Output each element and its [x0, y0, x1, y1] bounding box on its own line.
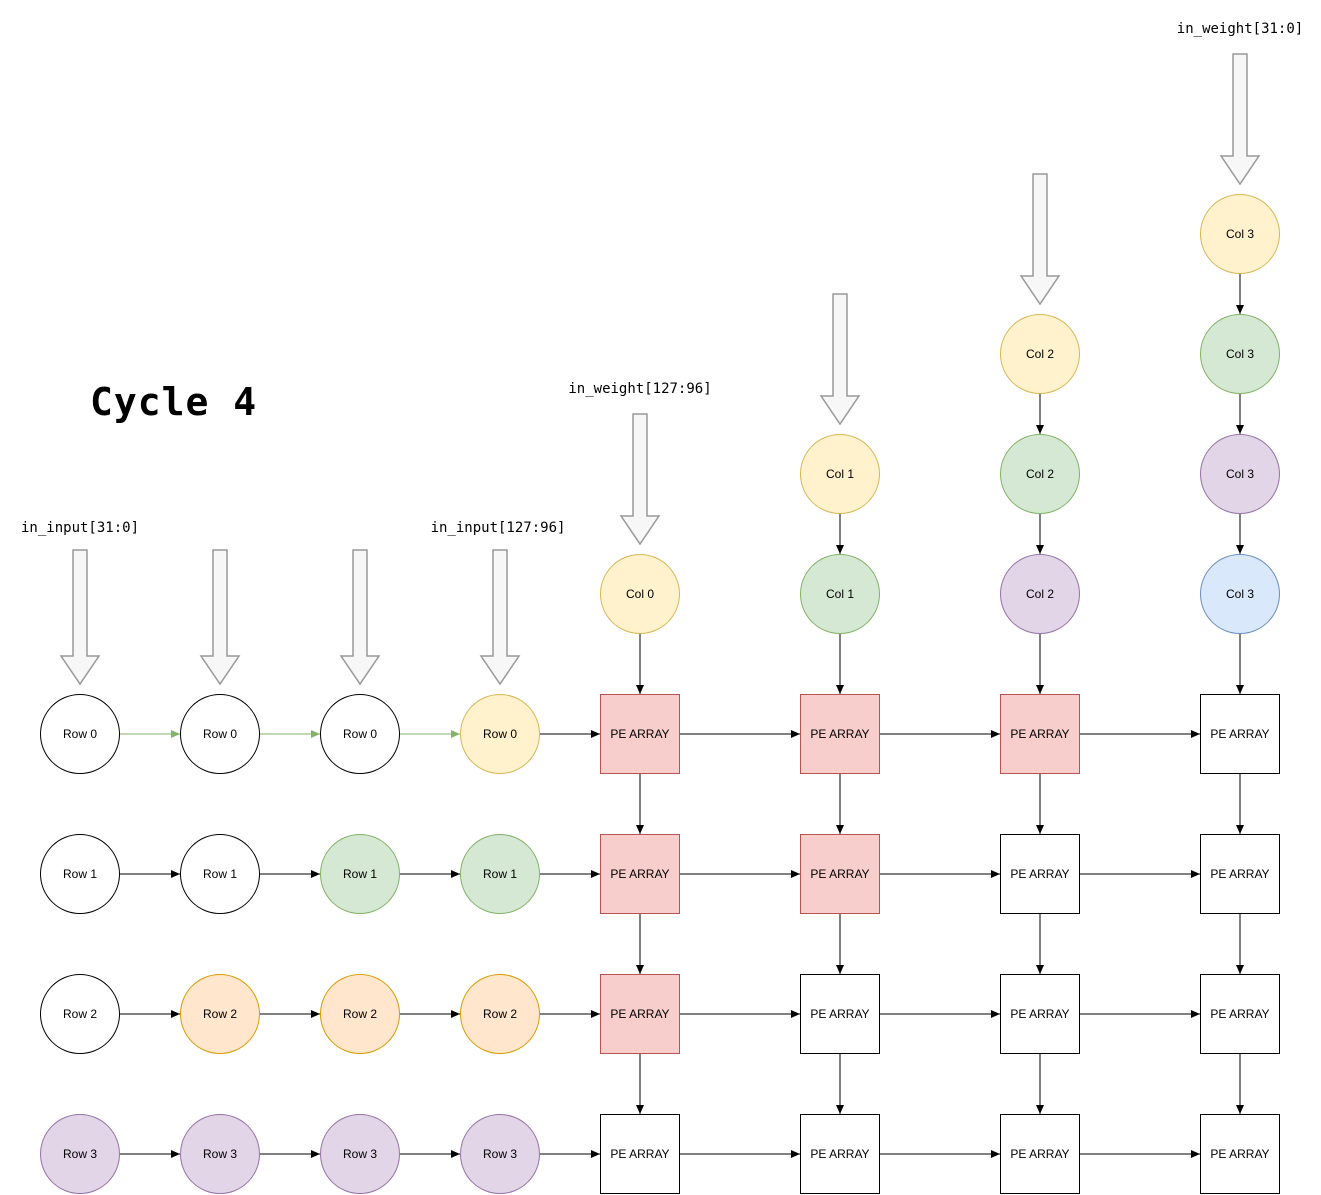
label-in-input-31-0: in_input[31:0] — [20, 520, 140, 536]
pe-array-r2-c0: PE ARRAY — [600, 974, 680, 1054]
weight-col-3-stage-0: Col 3 — [1200, 194, 1280, 274]
input-row-2-stage-0: Row 2 — [40, 974, 120, 1054]
pe-array-r2-c1: PE ARRAY — [800, 974, 880, 1054]
in-input-big-arrow-2 — [339, 549, 381, 686]
in-weight-big-arrow-3 — [1219, 53, 1261, 186]
input-row-3-stage-3: Row 3 — [460, 1114, 540, 1194]
pe-array-r0-c0: PE ARRAY — [600, 694, 680, 774]
input-row-0-stage-0: Row 0 — [40, 694, 120, 774]
in-weight-big-arrow-0 — [619, 413, 661, 546]
input-row-3-stage-0: Row 3 — [40, 1114, 120, 1194]
input-row-0-stage-2: Row 0 — [320, 694, 400, 774]
input-row-1-stage-0: Row 1 — [40, 834, 120, 914]
pe-array-r0-c2: PE ARRAY — [1000, 694, 1080, 774]
weight-col-3-stage-3: Col 3 — [1200, 554, 1280, 634]
in-input-big-arrow-3 — [479, 549, 521, 686]
pe-array-r0-c1: PE ARRAY — [800, 694, 880, 774]
label-in-input-127-96: in_input[127:96] — [430, 520, 566, 536]
pe-array-r1-c0: PE ARRAY — [600, 834, 680, 914]
pe-array-r3-c1: PE ARRAY — [800, 1114, 880, 1194]
pe-array-r3-c2: PE ARRAY — [1000, 1114, 1080, 1194]
pe-array-r1-c1: PE ARRAY — [800, 834, 880, 914]
label-in-weight-31-0: in_weight[31:0] — [1176, 21, 1304, 37]
pe-array-r3-c3: PE ARRAY — [1200, 1114, 1280, 1194]
weight-col-2-stage-0: Col 2 — [1000, 314, 1080, 394]
pe-array-r2-c3: PE ARRAY — [1200, 974, 1280, 1054]
input-row-2-stage-2: Row 2 — [320, 974, 400, 1054]
pe-array-r2-c2: PE ARRAY — [1000, 974, 1080, 1054]
label-in-weight-127-96: in_weight[127:96] — [568, 381, 712, 397]
pe-array-r1-c3: PE ARRAY — [1200, 834, 1280, 914]
in-input-big-arrow-1 — [199, 549, 241, 686]
input-row-0-stage-1: Row 0 — [180, 694, 260, 774]
weight-col-2-stage-1: Col 2 — [1000, 434, 1080, 514]
weight-col-1-stage-1: Col 1 — [800, 554, 880, 634]
weight-col-0-stage-0: Col 0 — [600, 554, 680, 634]
in-input-big-arrow-0 — [59, 549, 101, 686]
input-row-2-stage-1: Row 2 — [180, 974, 260, 1054]
input-row-1-stage-3: Row 1 — [460, 834, 540, 914]
pe-array-r0-c3: PE ARRAY — [1200, 694, 1280, 774]
in-weight-big-arrow-1 — [819, 293, 861, 426]
in-weight-big-arrow-2 — [1019, 173, 1061, 306]
input-row-0-stage-3: Row 0 — [460, 694, 540, 774]
pe-array-r3-c0: PE ARRAY — [600, 1114, 680, 1194]
input-row-3-stage-1: Row 3 — [180, 1114, 260, 1194]
input-row-3-stage-2: Row 3 — [320, 1114, 400, 1194]
cycle-title: Cycle 4 — [90, 380, 258, 424]
weight-col-3-stage-2: Col 3 — [1200, 434, 1280, 514]
pe-array-r1-c2: PE ARRAY — [1000, 834, 1080, 914]
weight-col-2-stage-2: Col 2 — [1000, 554, 1080, 634]
input-row-2-stage-3: Row 2 — [460, 974, 540, 1054]
input-row-1-stage-2: Row 1 — [320, 834, 400, 914]
weight-col-1-stage-0: Col 1 — [800, 434, 880, 514]
input-row-1-stage-1: Row 1 — [180, 834, 260, 914]
weight-col-3-stage-1: Col 3 — [1200, 314, 1280, 394]
